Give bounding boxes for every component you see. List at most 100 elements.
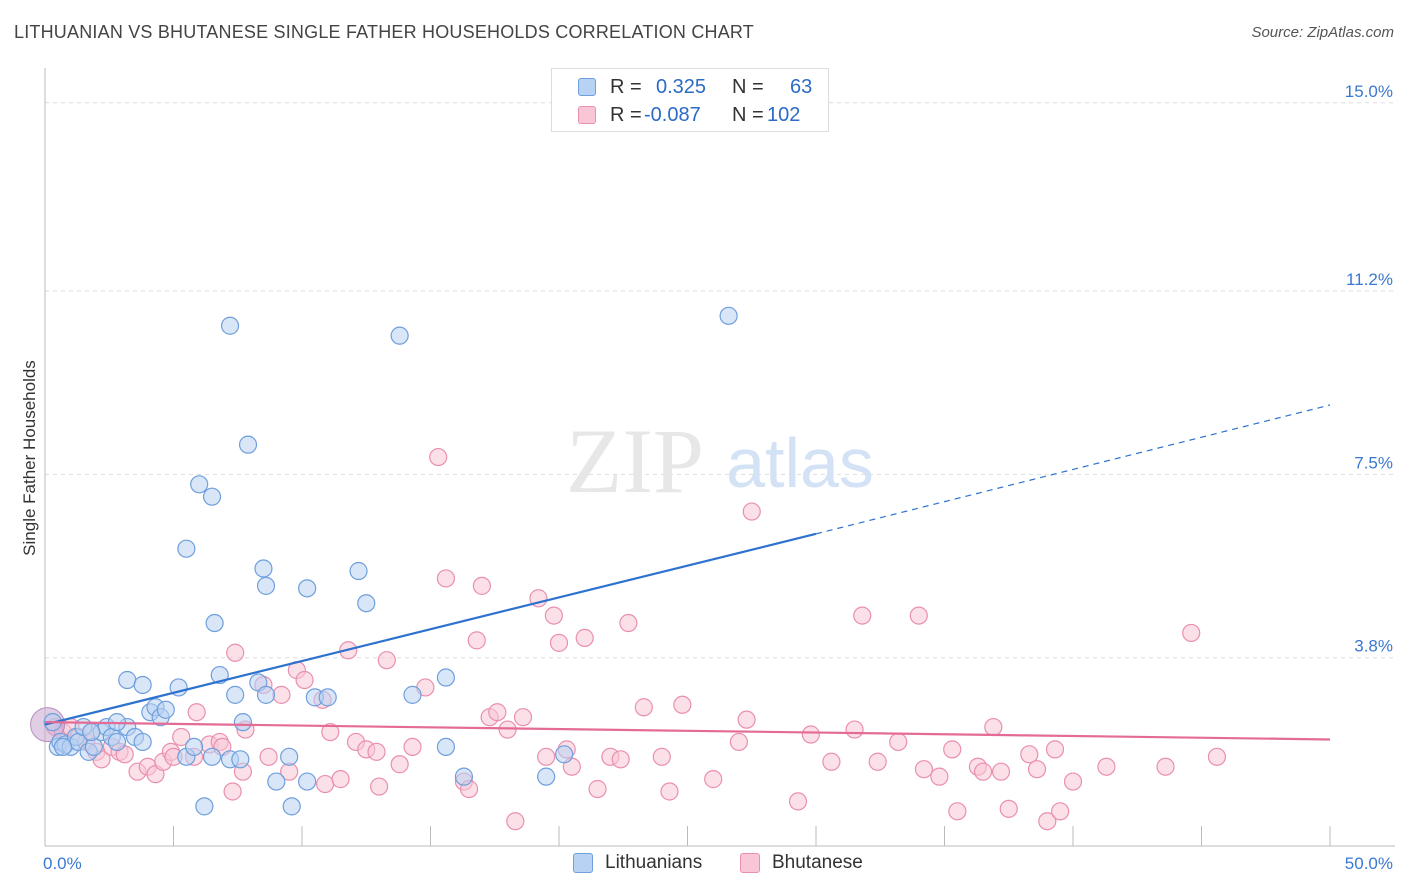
data-point: [202, 487, 222, 506]
data-point: [282, 797, 301, 816]
data-point: [298, 772, 317, 791]
data-point: [914, 760, 934, 779]
x-tick-label: 50.0%: [1345, 854, 1393, 873]
y-axis-title: Single Father Households: [20, 360, 39, 556]
data-point: [673, 695, 692, 714]
data-point: [223, 782, 242, 801]
data-point: [619, 613, 638, 633]
data-point: [184, 737, 204, 757]
data-point: [267, 772, 286, 791]
data-point: [652, 747, 671, 766]
legend-swatch-blue: [573, 853, 593, 873]
data-point: [991, 762, 1011, 781]
data-point: [537, 747, 556, 766]
data-point: [390, 326, 409, 345]
data-point: [467, 631, 486, 650]
n-value: 102: [767, 104, 801, 126]
source-label: Source: ZipAtlas.com: [1251, 24, 1394, 41]
data-point: [1045, 740, 1065, 759]
watermark: ZIP atlas: [566, 410, 874, 512]
lithuanian-points: [43, 306, 738, 816]
data-point: [575, 628, 594, 647]
gridlines: [45, 102, 1395, 659]
data-point: [403, 737, 422, 757]
data-point: [233, 713, 252, 732]
blue-swatch: [578, 78, 596, 96]
data-point: [488, 703, 507, 722]
data-point: [259, 747, 278, 766]
n-label: N =: [732, 76, 764, 98]
data-point: [544, 606, 563, 625]
data-point: [377, 651, 396, 670]
trend-lines: [44, 404, 1331, 741]
data-point: [853, 606, 872, 625]
r-value: -0.087: [644, 104, 701, 126]
data-point: [948, 802, 967, 821]
data-point: [1156, 757, 1175, 776]
data-point: [845, 720, 864, 739]
data-point: [195, 797, 214, 816]
data-point: [909, 606, 928, 625]
data-point: [172, 727, 191, 747]
data-point: [513, 708, 533, 727]
data-point: [318, 688, 337, 707]
trend-line-blue: [44, 532, 817, 726]
data-point: [133, 675, 152, 695]
data-point: [555, 745, 574, 764]
data-point: [1207, 747, 1227, 766]
r-label: R =: [610, 104, 642, 126]
data-point: [868, 752, 887, 771]
data-point: [205, 613, 224, 633]
data-point: [256, 576, 276, 595]
data-point: [549, 633, 569, 652]
data-point: [156, 700, 175, 719]
data-point: [634, 698, 653, 717]
data-point: [53, 737, 73, 757]
data-point: [1051, 802, 1070, 821]
data-point: [1038, 812, 1057, 831]
chart-title: LITHUANIAN VS BHUTANESE SINGLE FATHER HO…: [14, 22, 754, 42]
data-point: [321, 722, 340, 742]
n-label: N =: [732, 104, 764, 126]
data-point: [719, 306, 738, 325]
data-point: [331, 770, 350, 789]
data-point: [202, 747, 222, 766]
data-point: [107, 732, 127, 752]
data-point: [1020, 745, 1039, 764]
data-point: [429, 447, 448, 467]
data-point: [973, 762, 993, 781]
axis-labels: 3.8% 7.5% 11.2% 15.0% 0.0% 50.0%: [43, 82, 1393, 873]
data-point: [943, 740, 962, 759]
y-tick-label: 15.0%: [1345, 82, 1393, 101]
data-point: [436, 668, 456, 687]
data-point: [280, 747, 299, 766]
data-point: [390, 755, 409, 774]
stats-row-lithuanians: R = 0.325 N = 63: [552, 72, 828, 102]
data-point: [367, 742, 386, 761]
data-point: [822, 752, 841, 771]
data-point: [930, 767, 949, 786]
data-point: [316, 774, 335, 794]
data-point: [472, 576, 491, 595]
legend-label: Lithuanians: [605, 852, 703, 873]
data-point: [436, 569, 456, 588]
data-point: [403, 685, 422, 704]
data-point: [704, 770, 723, 789]
watermark-atlas: atlas: [726, 424, 874, 502]
data-point: [254, 559, 273, 578]
data-point: [742, 502, 761, 521]
data-point: [537, 767, 556, 786]
data-point: [506, 812, 525, 831]
data-point: [737, 710, 756, 729]
data-point: [231, 750, 250, 769]
data-point: [226, 685, 245, 704]
data-point: [298, 579, 317, 598]
data-point: [238, 435, 258, 454]
data-point: [1063, 772, 1083, 791]
trend-line-pink: [44, 721, 1331, 741]
data-point: [999, 799, 1018, 818]
data-point: [454, 767, 474, 786]
data-point: [295, 670, 314, 690]
r-value: 0.325: [656, 76, 707, 98]
